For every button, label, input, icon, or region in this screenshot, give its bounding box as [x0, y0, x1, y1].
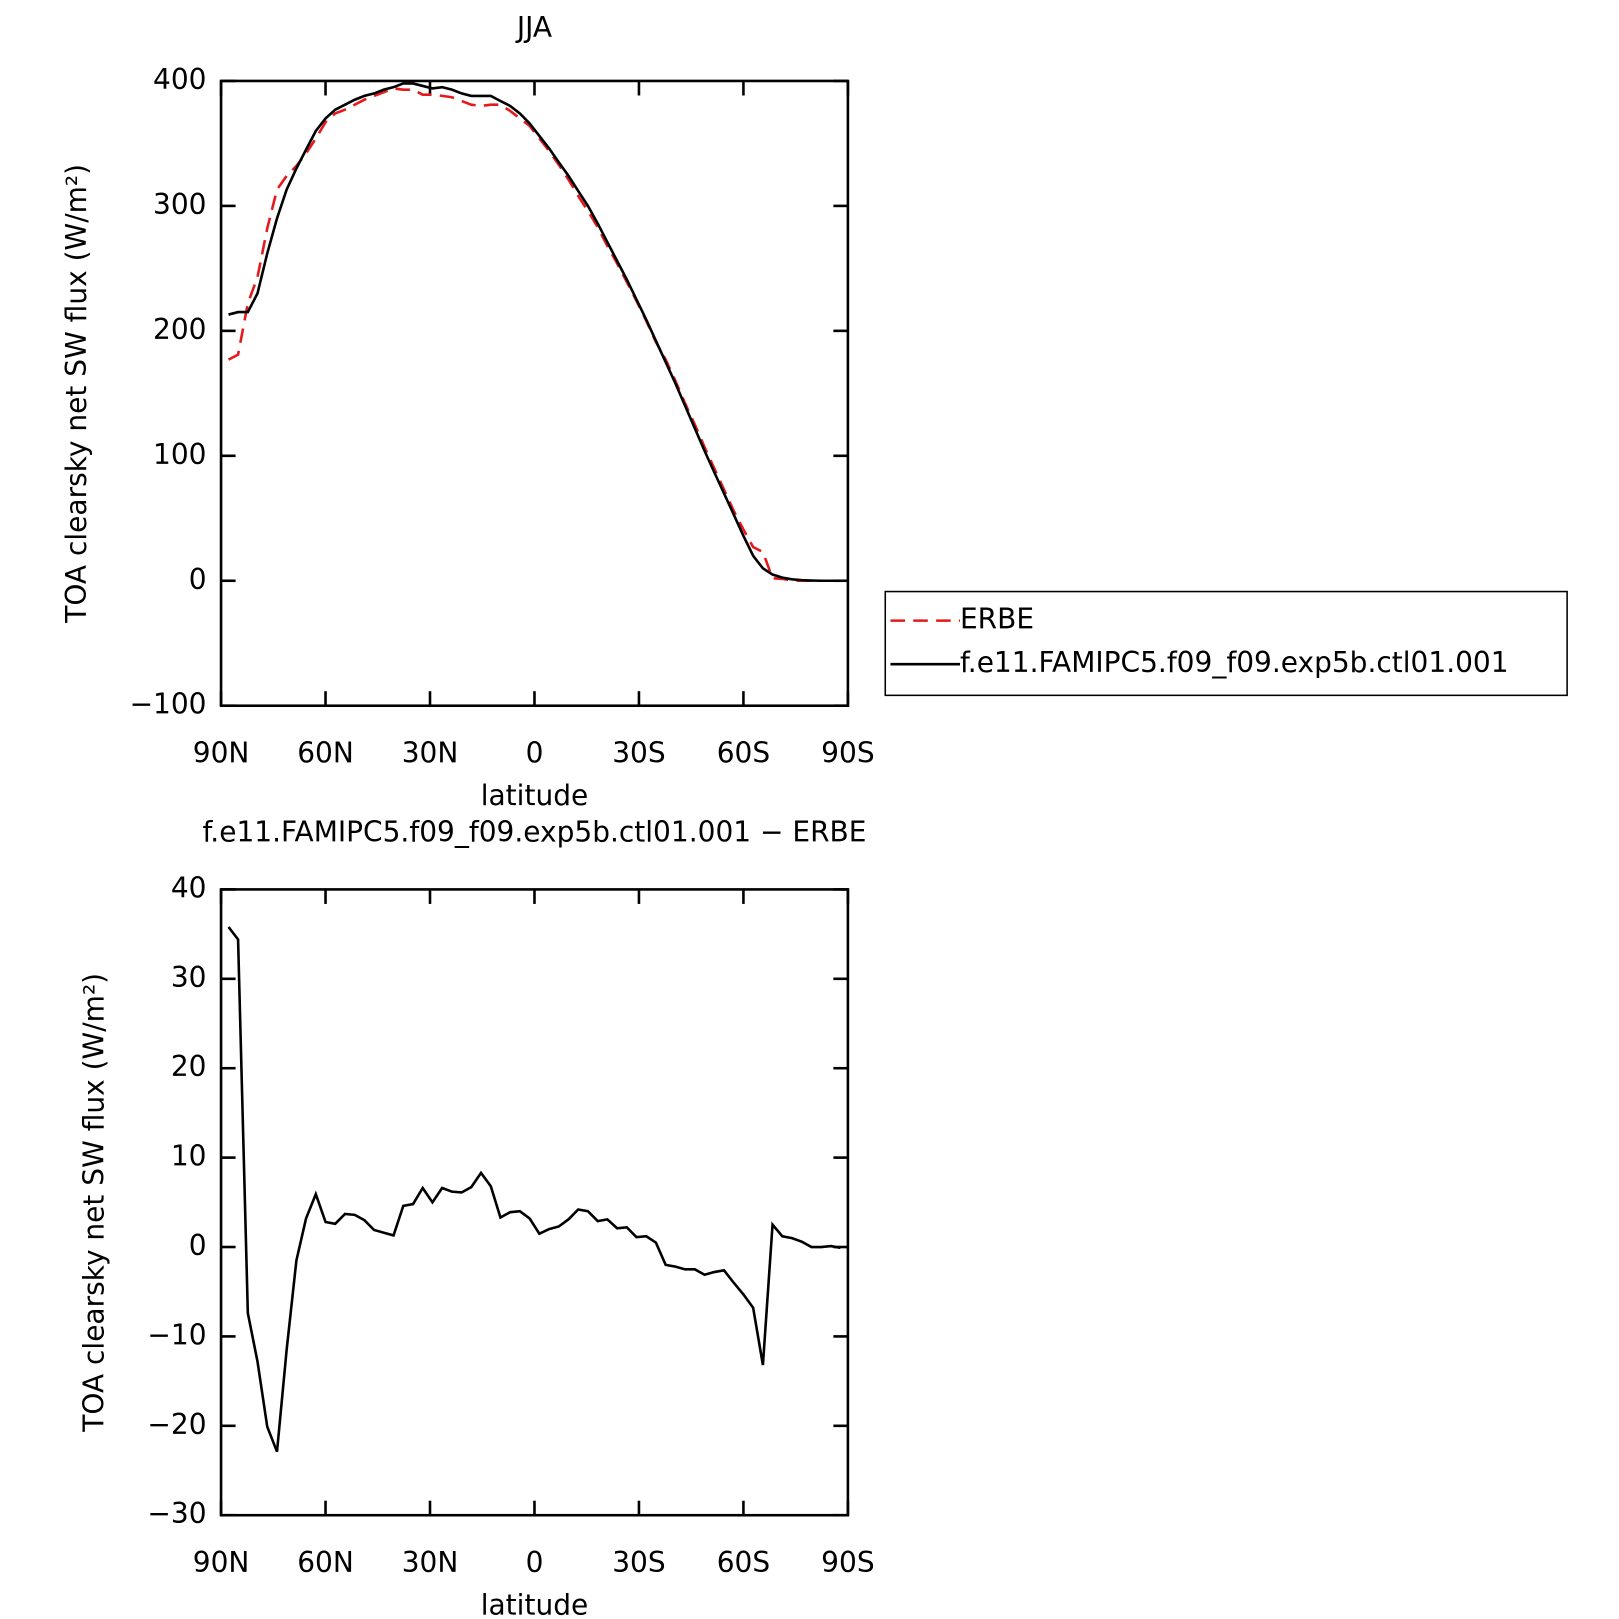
x-tick-label: 0 [526, 1546, 544, 1579]
x-tick-label: 60S [717, 736, 770, 769]
x-axis-label: latitude [481, 1589, 588, 1619]
data-line [227, 87, 841, 583]
chart-title: JJA [515, 11, 552, 44]
plot-frame [219, 79, 850, 708]
legend-label: ERBE [960, 603, 1034, 636]
x-tick-label: 30N [402, 1546, 459, 1579]
y-tick-label: 30 [171, 961, 207, 994]
y-tick-label: 0 [189, 1229, 207, 1262]
x-tick-label: 30N [402, 736, 459, 769]
y-axis-label: TOA clearsky net SW flux (W/m²) [60, 164, 93, 624]
y-tick-label: 20 [171, 1050, 207, 1083]
y-tick-label: 400 [153, 63, 206, 96]
data-line [228, 82, 841, 583]
y-tick-label: 40 [171, 871, 207, 904]
y-tick-label: 0 [189, 563, 207, 596]
legend-box [884, 590, 1568, 697]
y-axis-label: TOA clearsky net SW flux (W/m²) [77, 973, 110, 1433]
y-tick-label: 100 [153, 438, 206, 471]
x-tick-label: 0 [526, 736, 544, 769]
x-tick-label: 30S [612, 736, 665, 769]
y-tick-label: −20 [147, 1408, 206, 1441]
x-tick-label: 90S [821, 1546, 874, 1579]
data-line [227, 926, 841, 1453]
x-axis-label: latitude [481, 779, 588, 812]
y-tick-label: 200 [153, 313, 206, 346]
y-tick-label: −30 [147, 1497, 206, 1530]
x-tick-label: 30S [612, 1546, 665, 1579]
y-tick-label: −10 [147, 1318, 206, 1351]
plot-frame [219, 888, 850, 1517]
legend-label: f.e11.FAMIPC5.f09_f09.exp5b.ctl01.001 [960, 646, 1509, 679]
x-tick-label: 60S [717, 1546, 770, 1579]
x-tick-label: 90S [821, 736, 874, 769]
x-tick-label: 90N [193, 736, 250, 769]
y-tick-label: 10 [171, 1140, 207, 1173]
x-tick-label: 60N [297, 736, 354, 769]
chart-title: f.e11.FAMIPC5.f09_f09.exp5b.ctl01.001 − … [202, 815, 866, 848]
x-tick-label: 60N [297, 1546, 354, 1579]
y-tick-label: 300 [153, 188, 206, 221]
x-tick-label: 90N [193, 1546, 250, 1579]
y-tick-label: −100 [130, 688, 207, 721]
